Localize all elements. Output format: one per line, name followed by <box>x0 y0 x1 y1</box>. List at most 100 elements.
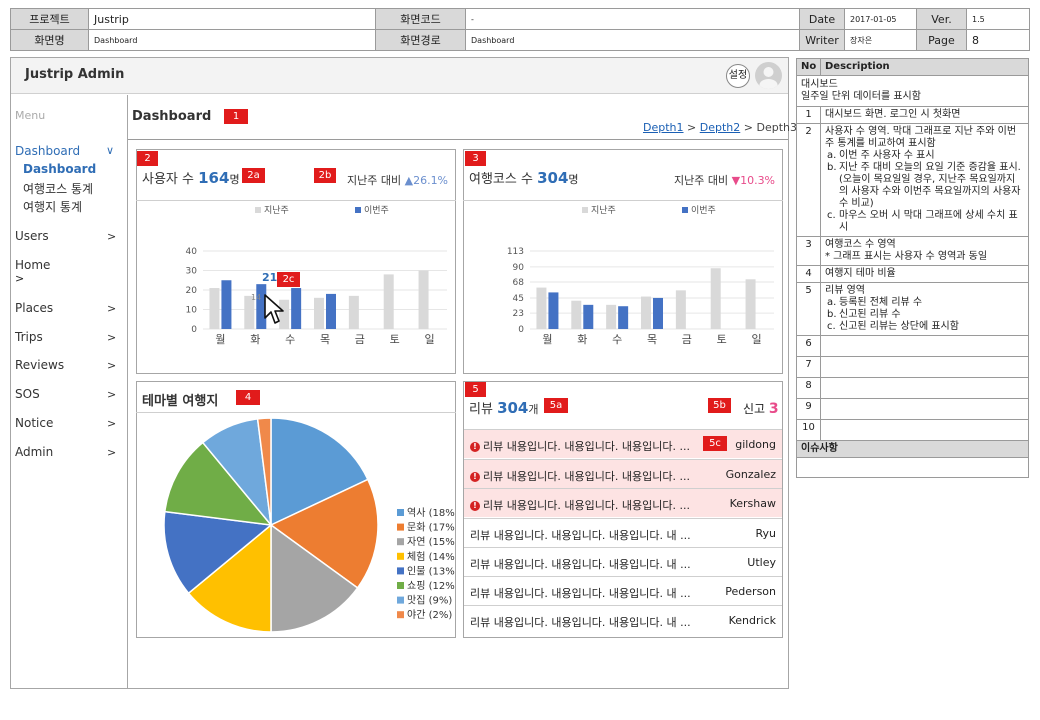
theme-pie-chart[interactable]: 역사 (18%) 문화 (17%) 자연 (15%) 체험 (14%) 인물 (13%)… <box>137 413 455 637</box>
chevron-right-icon[interactable]: > <box>107 302 117 315</box>
legend-swatch <box>582 207 588 213</box>
avatar[interactable] <box>755 62 782 89</box>
spec-header-table: 프로젝트 Justrip 화면코드 - Date 2017-01-05 Ver.… <box>10 8 1030 51</box>
chevron-right-icon[interactable]: > <box>15 272 25 285</box>
bar <box>745 279 756 329</box>
review-row[interactable]: ! 리뷰 내용입니다. 내용입니다. 내용입니다. ... Gonzalez <box>464 459 782 488</box>
bar <box>383 274 394 329</box>
legend-label: 문화 (17%) <box>407 522 455 534</box>
pie-slice <box>256 417 272 526</box>
nav-item-dashboard[interactable]: Dashboard <box>15 144 81 158</box>
bar <box>291 288 302 329</box>
pie-slice <box>164 441 273 526</box>
chevron-right-icon[interactable]: > <box>107 230 117 243</box>
nav-item-users[interactable]: Users <box>15 229 49 243</box>
desc-no: 5 <box>796 282 821 336</box>
legend-label: 쇼핑 (12%) <box>407 580 455 592</box>
user-icon <box>759 67 778 89</box>
nav-item-admin[interactable]: Admin <box>15 445 54 459</box>
chevron-right-icon[interactable]: > <box>107 331 117 344</box>
nav-item-reviews[interactable]: Reviews <box>15 358 65 372</box>
review-count-heading: 리뷰 304개 <box>469 398 539 417</box>
version-label: Ver. <box>916 8 967 30</box>
desc-text: 여행코스 수 영역 * 그래프 표시는 사용자 수 영역과 동일 <box>820 236 1029 266</box>
bar <box>618 306 629 329</box>
subnav-course-stats[interactable]: 여행코스 통계 <box>23 182 94 196</box>
nav-item-notice[interactable]: Notice <box>15 416 54 430</box>
annotation-marker: 5 <box>465 382 486 397</box>
y-tick-label: 30 <box>186 267 198 277</box>
legend-swatch <box>397 552 404 560</box>
nav-item-home[interactable]: Home <box>15 258 51 272</box>
desc-no: 9 <box>796 398 821 420</box>
pie-slice <box>163 510 273 595</box>
x-tick-label: 화 <box>577 333 587 346</box>
legend-swatch <box>397 538 404 546</box>
users-title: 사용자 수 <box>142 172 194 187</box>
pie-slice <box>269 478 379 589</box>
y-tick-label: 0 <box>518 325 524 335</box>
y-tick-label: 113 <box>507 247 524 257</box>
courses-panel <box>463 149 783 374</box>
bar <box>583 304 594 329</box>
x-tick-label: 월 <box>542 333 552 346</box>
legend-swatch <box>355 207 361 213</box>
project-value: Justrip <box>88 8 376 30</box>
page-value: 8 <box>966 29 1030 51</box>
review-text: 리뷰 내용입니다. 내용입니다. 내용입니다. ... <box>483 470 691 483</box>
report-count[interactable]: 신고 3 <box>743 400 779 417</box>
users-compare: 지난주 대비 ▲26.1% <box>347 172 448 188</box>
desc-text <box>820 356 1029 378</box>
chevron-down-icon[interactable]: ∨ <box>106 144 115 157</box>
review-row[interactable]: ! 리뷰 내용입니다. 내용입니다. 내용입니다. ... gildong <box>464 429 782 458</box>
review-row[interactable]: 리뷰 내용입니다. 내용입니다. 내용입니다. 내 ... Kendrick <box>464 605 782 637</box>
compare-value: ▲26.1% <box>404 174 449 187</box>
subnav-dashboard[interactable]: Dashboard <box>23 162 97 176</box>
bar <box>221 280 232 329</box>
legend-swatch <box>397 596 404 604</box>
desc-text: 리뷰 영역 <box>825 285 865 296</box>
review-row[interactable]: 리뷰 내용입니다. 내용입니다. 내용입니다. 내 ... Ryu <box>464 518 782 547</box>
review-text: 리뷰 내용입니다. 내용입니다. 내용입니다. ... <box>483 440 691 453</box>
nav-item-sos[interactable]: SOS <box>15 387 40 401</box>
desc-text: 대시보드 화면. 로그인 시 첫화면 <box>820 106 1029 124</box>
bar <box>571 300 582 329</box>
courses-bar-chart[interactable]: 지난주 이번주 0 23 45 68 90 113 월 화 수 목 금 토 일 <box>464 202 782 372</box>
desc-list-item: c. 신고된 리뷰는 상단에 표시함 <box>827 321 959 332</box>
subnav-place-stats[interactable]: 여행지 통계 <box>23 200 83 214</box>
review-user: Ryu <box>755 527 776 540</box>
chevron-right-icon[interactable]: > <box>107 388 117 401</box>
review-count: 304 <box>497 399 529 417</box>
report-label: 신고 <box>743 402 766 416</box>
breadcrumb-depth1[interactable]: Depth1 <box>643 121 684 134</box>
chevron-right-icon[interactable]: > <box>107 417 117 430</box>
screen-path-value: Dashboard <box>465 29 800 51</box>
nav-item-trips[interactable]: Trips <box>15 330 43 344</box>
desc-list-item: c. 마우스 오버 시 막대 그래프에 상세 수치 표시 <box>827 210 1018 233</box>
desc-no: 1 <box>796 106 821 124</box>
users-bar-chart[interactable]: 지난주 이번주 0 10 20 30 40 월 화 수 목 금 토 일 <box>137 202 455 372</box>
x-tick-label: 수 <box>612 333 622 346</box>
breadcrumb-depth2[interactable]: Depth2 <box>699 121 741 134</box>
screen-code-label: 화면코드 <box>375 8 466 30</box>
x-tick-label: 토 <box>390 333 400 346</box>
divider <box>136 412 456 413</box>
chevron-right-icon[interactable]: > <box>107 359 117 372</box>
review-row[interactable]: 리뷰 내용입니다. 내용입니다. 내용입니다. 내 ... Utley <box>464 547 782 576</box>
brand-title[interactable]: Justrip Admin <box>25 67 125 82</box>
date-value: 2017-01-05 <box>844 8 917 30</box>
desc-text <box>820 335 1029 357</box>
chevron-right-icon[interactable]: > <box>107 446 117 459</box>
nav-item-places[interactable]: Places <box>15 301 54 315</box>
review-row[interactable]: ! 리뷰 내용입니다. 내용입니다. 내용입니다. ... Kershaw <box>464 488 782 517</box>
writer-label: Writer <box>799 29 845 51</box>
review-user: Pederson <box>725 585 776 598</box>
desc-text <box>820 377 1029 399</box>
users-count-heading: 사용자 수 164명 <box>142 168 240 187</box>
review-row[interactable]: 리뷰 내용입니다. 내용입니다. 내용입니다. 내 ... Pederson <box>464 576 782 605</box>
settings-button[interactable]: 설정 <box>726 64 750 88</box>
annotation-marker: 5c <box>703 436 727 451</box>
no-header: No <box>796 58 821 76</box>
courses-title: 여행코스 수 <box>469 172 533 187</box>
sidebar <box>11 95 128 688</box>
